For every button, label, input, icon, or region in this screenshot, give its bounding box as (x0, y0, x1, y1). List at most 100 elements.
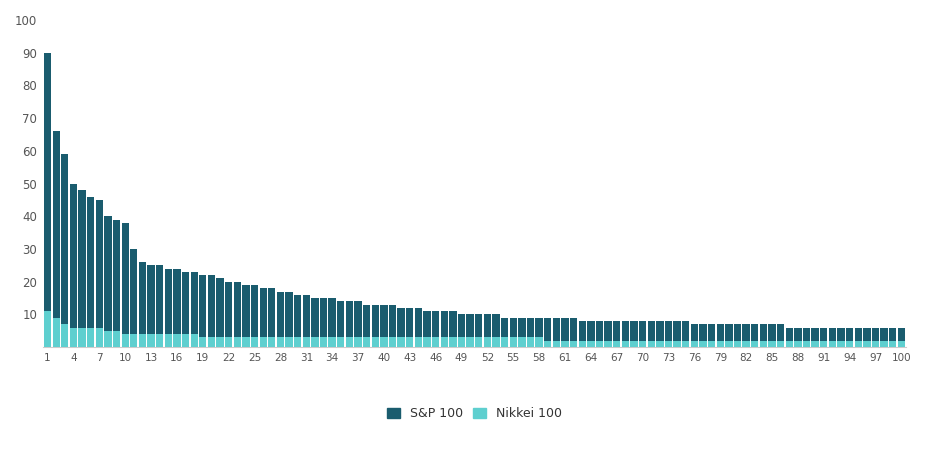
Bar (725, 324, 732, 347)
Bar (837, 340, 844, 347)
Bar (811, 340, 819, 347)
Bar (191, 334, 197, 347)
Bar (708, 324, 716, 347)
Bar (458, 337, 465, 347)
Bar (216, 279, 223, 347)
Bar (450, 337, 457, 347)
Bar (829, 340, 836, 347)
Bar (61, 324, 69, 347)
Bar (44, 311, 51, 347)
Bar (725, 340, 732, 347)
Bar (811, 327, 819, 347)
Bar (286, 292, 293, 347)
Bar (79, 327, 85, 347)
Bar (510, 337, 517, 347)
Bar (225, 337, 233, 347)
Bar (872, 340, 879, 347)
Bar (562, 340, 568, 347)
Bar (173, 269, 181, 347)
Bar (147, 334, 155, 347)
Bar (881, 340, 888, 347)
Bar (794, 327, 802, 347)
Bar (596, 340, 603, 347)
Bar (717, 340, 724, 347)
Bar (139, 334, 146, 347)
Bar (674, 340, 680, 347)
Bar (328, 337, 336, 347)
Bar (302, 337, 310, 347)
Bar (424, 337, 431, 347)
Bar (251, 285, 259, 347)
Bar (191, 272, 197, 347)
Bar (432, 337, 439, 347)
Bar (536, 337, 543, 347)
Bar (872, 327, 879, 347)
Bar (656, 321, 664, 347)
Bar (363, 337, 370, 347)
Bar (406, 337, 413, 347)
Bar (95, 200, 103, 347)
Bar (846, 340, 854, 347)
Bar (518, 337, 526, 347)
Bar (552, 340, 560, 347)
Bar (863, 327, 870, 347)
Bar (544, 340, 552, 347)
Bar (570, 340, 578, 347)
Bar (440, 311, 448, 347)
Bar (311, 298, 319, 347)
Bar (79, 190, 85, 347)
Bar (743, 324, 750, 347)
Bar (234, 337, 241, 347)
Bar (380, 304, 387, 347)
Bar (785, 340, 793, 347)
Bar (863, 340, 870, 347)
Bar (803, 327, 810, 347)
Bar (156, 334, 163, 347)
Bar (225, 282, 233, 347)
Bar (768, 340, 776, 347)
Bar (311, 337, 319, 347)
Bar (604, 321, 612, 347)
Bar (691, 324, 698, 347)
Bar (388, 337, 396, 347)
Bar (121, 223, 129, 347)
Bar (53, 131, 60, 347)
Bar (354, 337, 362, 347)
Bar (294, 337, 301, 347)
Bar (182, 334, 189, 347)
Bar (768, 324, 776, 347)
Bar (846, 327, 854, 347)
Bar (665, 321, 672, 347)
Bar (242, 285, 249, 347)
Bar (121, 334, 129, 347)
Bar (320, 337, 327, 347)
Bar (165, 269, 172, 347)
Bar (476, 314, 482, 347)
Bar (897, 327, 905, 347)
Bar (510, 318, 517, 347)
Bar (260, 337, 267, 347)
Bar (70, 327, 77, 347)
Bar (682, 321, 690, 347)
Bar (639, 340, 646, 347)
Bar (527, 318, 534, 347)
Bar (424, 311, 431, 347)
Bar (777, 340, 784, 347)
Bar (320, 298, 327, 347)
Bar (751, 324, 758, 347)
Bar (889, 327, 896, 347)
Bar (113, 219, 121, 347)
Bar (699, 340, 706, 347)
Bar (648, 340, 655, 347)
Bar (44, 53, 51, 347)
Bar (734, 340, 742, 347)
Bar (61, 154, 69, 347)
Bar (476, 337, 482, 347)
Bar (268, 288, 275, 347)
Bar (234, 282, 241, 347)
Bar (104, 331, 111, 347)
Bar (881, 327, 888, 347)
Bar (889, 340, 896, 347)
Bar (570, 318, 578, 347)
Bar (820, 327, 828, 347)
